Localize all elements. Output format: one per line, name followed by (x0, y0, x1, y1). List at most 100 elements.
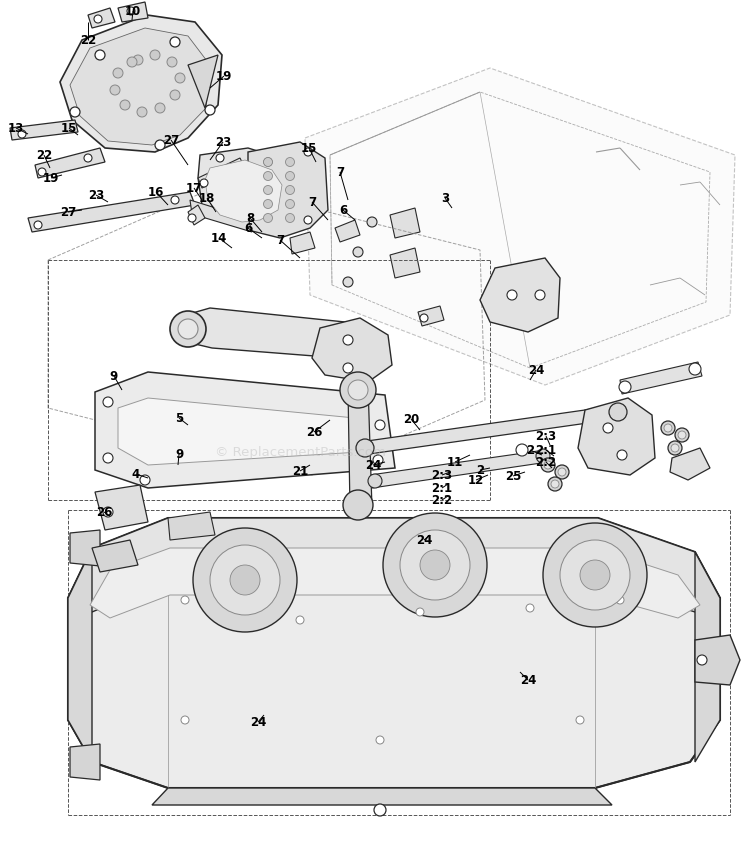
Circle shape (526, 604, 534, 612)
Text: 23: 23 (214, 135, 231, 149)
Text: 9: 9 (110, 370, 118, 382)
Circle shape (137, 107, 147, 117)
Text: 15: 15 (61, 122, 77, 135)
Text: 15: 15 (301, 141, 317, 155)
Circle shape (127, 7, 135, 15)
Circle shape (353, 247, 363, 257)
Text: 25: 25 (505, 470, 521, 482)
Polygon shape (152, 788, 612, 805)
Polygon shape (188, 205, 205, 225)
Circle shape (18, 130, 26, 138)
Circle shape (548, 477, 562, 491)
Text: 2: 2 (526, 443, 534, 457)
Polygon shape (118, 398, 360, 465)
Text: 12: 12 (468, 474, 484, 486)
Text: 22: 22 (36, 149, 52, 162)
Circle shape (230, 565, 260, 595)
Text: 24: 24 (364, 459, 381, 471)
Text: 8: 8 (246, 212, 254, 224)
Polygon shape (190, 200, 252, 232)
Text: 9: 9 (175, 448, 183, 460)
Circle shape (343, 335, 353, 345)
Polygon shape (188, 55, 218, 108)
Text: 24: 24 (416, 534, 432, 547)
Polygon shape (90, 548, 700, 618)
Circle shape (127, 57, 137, 67)
Circle shape (181, 716, 189, 724)
Polygon shape (205, 160, 282, 222)
Circle shape (576, 716, 584, 724)
Text: 16: 16 (148, 185, 164, 199)
Polygon shape (60, 15, 222, 152)
Circle shape (296, 616, 304, 624)
Text: 26: 26 (96, 506, 112, 519)
Polygon shape (95, 372, 395, 488)
Circle shape (544, 461, 552, 469)
Circle shape (150, 50, 160, 60)
Circle shape (507, 290, 517, 300)
Text: 2:1: 2:1 (536, 443, 556, 457)
Polygon shape (312, 318, 392, 382)
Circle shape (678, 431, 686, 439)
Circle shape (263, 172, 272, 180)
Circle shape (171, 196, 179, 204)
Circle shape (420, 314, 428, 322)
Circle shape (675, 428, 689, 442)
Circle shape (103, 453, 113, 463)
Circle shape (264, 158, 272, 166)
Circle shape (94, 15, 102, 23)
Text: 24: 24 (250, 716, 266, 728)
Text: 27: 27 (163, 134, 179, 146)
Circle shape (286, 200, 295, 208)
Text: 24: 24 (528, 364, 544, 376)
Polygon shape (390, 208, 420, 238)
Polygon shape (670, 448, 710, 480)
Circle shape (286, 185, 295, 195)
Polygon shape (418, 306, 444, 326)
Circle shape (416, 608, 424, 616)
Circle shape (697, 655, 707, 665)
Circle shape (210, 545, 280, 615)
Circle shape (367, 217, 377, 227)
Text: 18: 18 (199, 191, 215, 205)
Circle shape (368, 474, 382, 488)
Circle shape (555, 465, 569, 479)
Text: 24: 24 (520, 673, 536, 686)
Polygon shape (68, 548, 92, 762)
Circle shape (70, 107, 80, 117)
Text: 6: 6 (339, 204, 347, 217)
Circle shape (356, 439, 374, 457)
Circle shape (560, 540, 630, 610)
Text: 22: 22 (80, 34, 96, 47)
Text: 6: 6 (244, 222, 252, 234)
Circle shape (580, 560, 610, 590)
Circle shape (216, 154, 224, 162)
Circle shape (383, 513, 487, 617)
Polygon shape (198, 148, 295, 230)
Text: 19: 19 (216, 69, 232, 83)
Circle shape (420, 550, 450, 580)
Circle shape (661, 421, 675, 435)
Circle shape (193, 528, 297, 632)
Circle shape (619, 381, 631, 393)
Text: 14: 14 (211, 232, 227, 244)
Circle shape (664, 424, 672, 432)
Text: 7: 7 (308, 195, 316, 208)
Circle shape (103, 507, 113, 517)
Polygon shape (370, 450, 548, 488)
Circle shape (609, 403, 627, 421)
Circle shape (536, 449, 550, 463)
Circle shape (170, 311, 206, 347)
Circle shape (343, 490, 373, 520)
Circle shape (516, 444, 528, 456)
Circle shape (286, 157, 295, 167)
Circle shape (543, 523, 647, 627)
Text: 7: 7 (276, 233, 284, 246)
Text: 26: 26 (306, 426, 322, 438)
Circle shape (374, 804, 386, 816)
Circle shape (103, 397, 113, 407)
Circle shape (343, 363, 353, 373)
Text: 2:3: 2:3 (431, 469, 452, 481)
Polygon shape (35, 148, 105, 178)
Polygon shape (620, 362, 702, 394)
